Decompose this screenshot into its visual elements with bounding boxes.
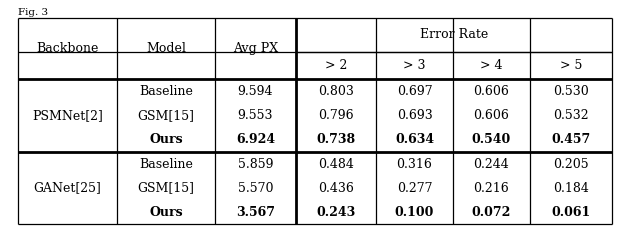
Text: Avg PX: Avg PX [233, 42, 278, 55]
Text: 0.061: 0.061 [552, 205, 591, 218]
Text: 0.205: 0.205 [553, 158, 589, 171]
Text: 0.184: 0.184 [553, 182, 589, 194]
Text: > 5: > 5 [560, 59, 582, 72]
Text: Ours: Ours [149, 205, 183, 218]
Text: 5.570: 5.570 [237, 182, 273, 194]
Text: 6.924: 6.924 [236, 133, 275, 146]
Text: 0.316: 0.316 [397, 158, 433, 171]
Text: 0.072: 0.072 [472, 205, 511, 218]
Text: 0.436: 0.436 [318, 182, 354, 194]
Text: > 3: > 3 [403, 59, 426, 72]
Text: Model: Model [146, 42, 186, 55]
Text: Backbone: Backbone [36, 42, 99, 55]
Text: 0.243: 0.243 [316, 205, 356, 218]
Text: Baseline: Baseline [139, 85, 193, 98]
Text: 0.532: 0.532 [553, 109, 589, 122]
Text: GSM[15]: GSM[15] [138, 182, 195, 194]
Text: 0.540: 0.540 [472, 133, 511, 146]
Text: 9.553: 9.553 [237, 109, 273, 122]
Text: 0.484: 0.484 [318, 158, 354, 171]
Text: Baseline: Baseline [139, 158, 193, 171]
Text: 9.594: 9.594 [237, 85, 273, 98]
Text: 0.738: 0.738 [316, 133, 356, 146]
Text: Ours: Ours [149, 133, 183, 146]
Text: 5.859: 5.859 [237, 158, 273, 171]
Text: 0.277: 0.277 [397, 182, 432, 194]
Text: 0.693: 0.693 [397, 109, 433, 122]
Text: 0.216: 0.216 [474, 182, 509, 194]
Text: Fig. 3: Fig. 3 [18, 8, 48, 17]
Text: 0.634: 0.634 [395, 133, 434, 146]
Text: > 2: > 2 [325, 59, 347, 72]
Text: 0.100: 0.100 [395, 205, 434, 218]
Text: 0.796: 0.796 [318, 109, 354, 122]
Text: 0.457: 0.457 [552, 133, 591, 146]
Text: GSM[15]: GSM[15] [138, 109, 195, 122]
Text: 0.606: 0.606 [474, 109, 509, 122]
Text: GANet[25]: GANet[25] [33, 182, 101, 194]
Text: PSMNet[2]: PSMNet[2] [32, 109, 103, 122]
Text: 0.803: 0.803 [318, 85, 354, 98]
Text: > 4: > 4 [480, 59, 503, 72]
Text: 3.567: 3.567 [236, 205, 275, 218]
Text: 0.697: 0.697 [397, 85, 432, 98]
Text: Error Rate: Error Rate [420, 28, 488, 41]
Text: 0.530: 0.530 [553, 85, 589, 98]
Text: 0.244: 0.244 [474, 158, 509, 171]
Text: 0.606: 0.606 [474, 85, 509, 98]
